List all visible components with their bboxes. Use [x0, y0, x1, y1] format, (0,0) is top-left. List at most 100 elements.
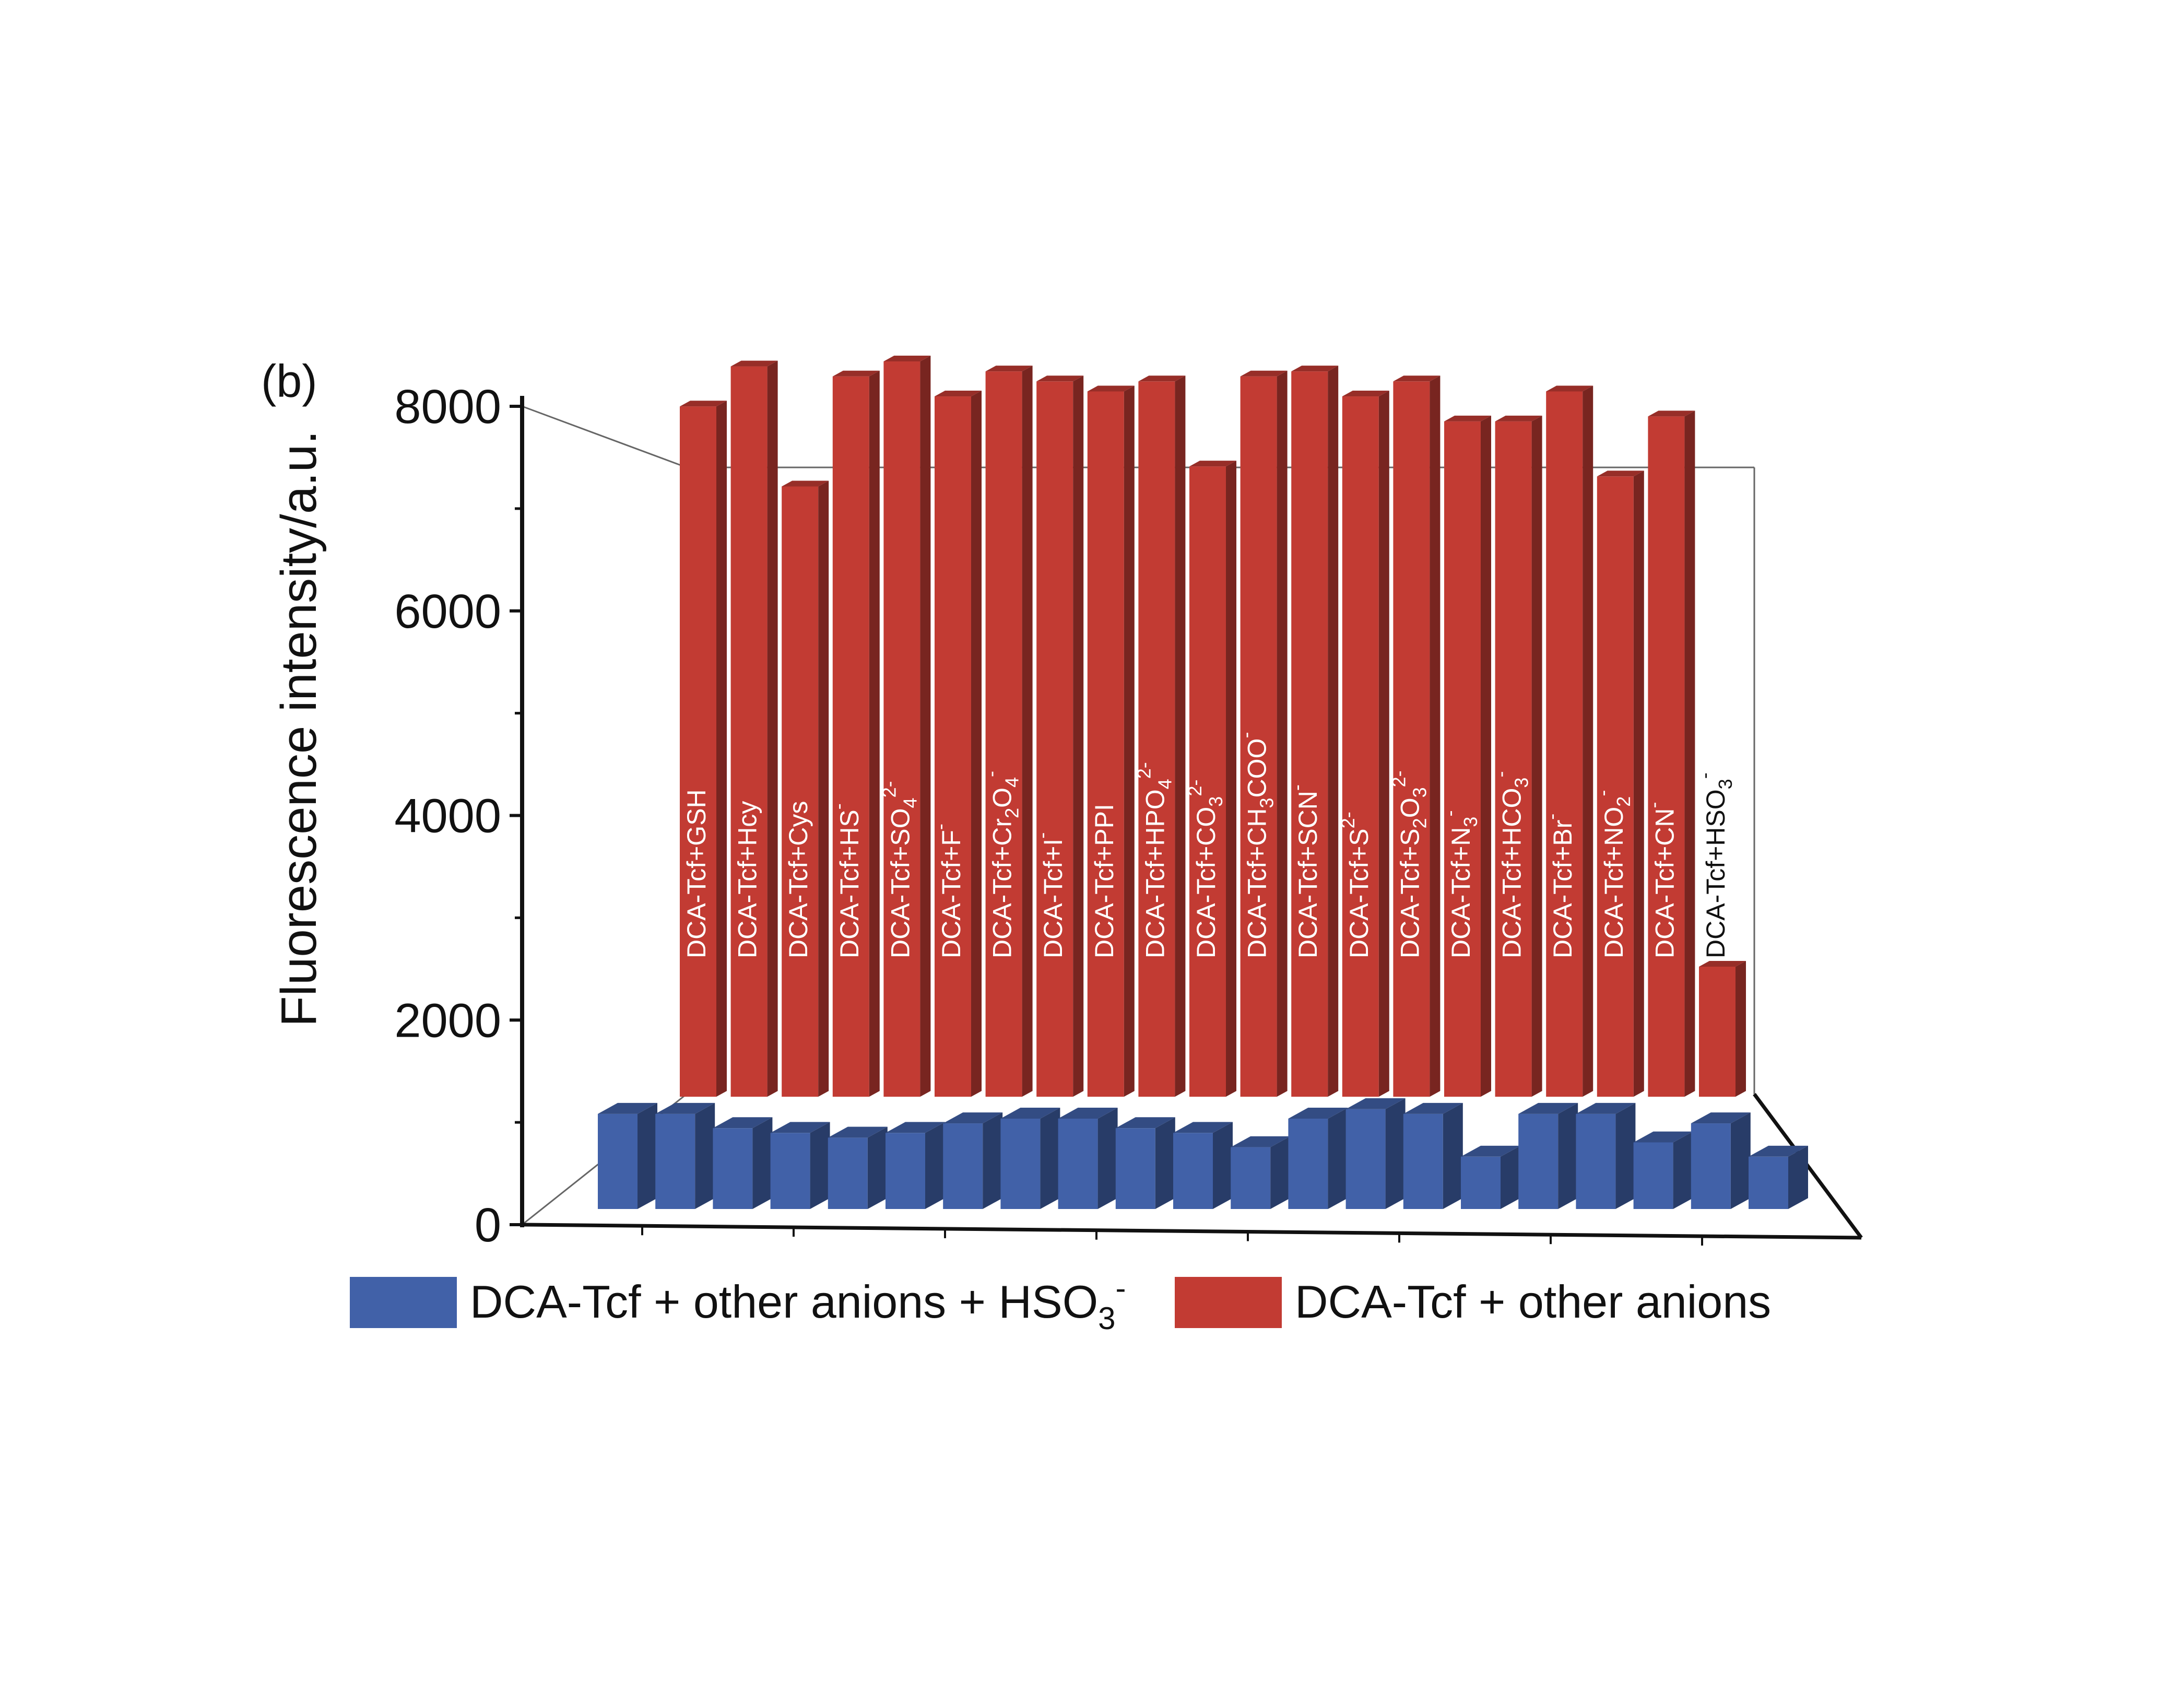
red-bar-10-side [1226, 461, 1236, 1097]
red-bar-17-side [1583, 385, 1593, 1097]
red-bar-16 [1495, 415, 1542, 1097]
category-label: DCA-Tcf+HS- [828, 803, 864, 958]
red-bar-1-front [730, 366, 768, 1097]
category-label: DCA-Tcf+Cr2O4- [981, 771, 1023, 958]
red-bar-12-side [1328, 366, 1339, 1097]
blue-bar-12-front [1288, 1118, 1328, 1209]
blue-bar-4-front [828, 1137, 868, 1209]
red-bar-15-front [1444, 421, 1481, 1097]
blue-bar-15-front [1461, 1156, 1501, 1209]
red-bar-9 [1138, 375, 1186, 1097]
red-bar-16-front [1495, 421, 1532, 1097]
blue-bar-14-front [1403, 1113, 1443, 1209]
red-bar-4-top [883, 355, 931, 361]
red-bar-10 [1189, 461, 1236, 1097]
category-label: DCA-Tcf+N3- [1439, 811, 1481, 958]
blue-bar-19-top [1691, 1112, 1751, 1124]
red-bar-13-front [1342, 396, 1379, 1097]
legend: DCA-Tcf + other anions + HSO3- DCA-Tcf + … [350, 1271, 1771, 1336]
blue-bar-10 [1173, 1122, 1233, 1209]
red-bar-20-front [1699, 966, 1736, 1097]
red-bar-0-front [680, 406, 716, 1097]
category-label: DCA-Tcf+PPI [1090, 804, 1119, 958]
blue-bar-13-front [1345, 1109, 1386, 1209]
blue-bar-11-front [1231, 1147, 1271, 1209]
blue-bar-16-front [1518, 1113, 1559, 1209]
red-bar-1 [730, 360, 778, 1097]
category-label: DCA-Tcf+GSH [682, 789, 711, 958]
blue-bar-0-side [638, 1102, 657, 1209]
blue-bar-4-top [828, 1126, 888, 1138]
blue-bar-20 [1749, 1145, 1808, 1209]
blue-bar-1-front [655, 1113, 695, 1209]
category-label: DCA-Tcf+S2O32- [1388, 770, 1430, 958]
blue-bar-8-side [1097, 1108, 1118, 1209]
red-bar-17-top [1546, 385, 1593, 392]
blue-bar-16-top [1518, 1102, 1578, 1114]
y-tick-label: 8000 [394, 380, 501, 433]
category-label: DCA-Tcf+HCO3- [1490, 771, 1532, 958]
red-bar-12 [1291, 366, 1339, 1097]
red-bar-8 [1087, 385, 1135, 1097]
red-bar-18 [1597, 471, 1644, 1097]
y-tick-label: 2000 [394, 994, 501, 1047]
blue-bar-9-top [1115, 1117, 1175, 1129]
blue-bar-2-side [752, 1117, 773, 1209]
red-bar-15-top [1444, 415, 1491, 421]
blue-bar-1 [655, 1102, 715, 1209]
series-red-bars [680, 355, 1746, 1097]
red-bar-9-front [1138, 381, 1175, 1097]
category-label: DCA-Tcf+Br- [1541, 814, 1577, 958]
series-blue-bars [598, 1098, 1808, 1209]
red-bar-5 [935, 391, 982, 1097]
y-tick-label: 6000 [394, 585, 501, 638]
red-bar-18-side [1633, 471, 1644, 1097]
red-bar-7-side [1073, 375, 1084, 1097]
blue-bar-10-front [1173, 1133, 1213, 1209]
blue-bar-12-side [1328, 1108, 1348, 1209]
category-labels: DCA-Tcf+GSH DCA-Tcf+Hcy DCA-Tcf+Cys DCA-Tcf… [682, 732, 1736, 958]
red-bar-13-side [1378, 391, 1389, 1097]
blue-bar-17-top [1576, 1102, 1636, 1114]
red-bar-8-side [1124, 385, 1135, 1097]
blue-bar-6 [943, 1112, 1003, 1209]
blue-bar-6-front [943, 1123, 983, 1209]
category-label: DCA-Tcf+I- [1031, 832, 1068, 958]
red-bar-7-front [1036, 381, 1073, 1097]
y-tick-label: 0 [475, 1199, 501, 1252]
red-bar-12-top [1291, 366, 1339, 372]
blue-bar-2-top [713, 1117, 773, 1129]
back-wall-top-left-edge [522, 405, 687, 468]
red-bar-6-top [985, 366, 1033, 372]
blue-bar-14-side [1443, 1102, 1463, 1209]
blue-bar-18-side [1673, 1131, 1693, 1209]
red-bar-18-top [1597, 471, 1644, 477]
blue-bar-0 [598, 1102, 657, 1209]
blue-bar-10-top [1173, 1122, 1233, 1133]
red-bar-20-side [1736, 960, 1746, 1097]
red-bar-19 [1648, 410, 1695, 1097]
legend-label-blue: DCA-Tcf + other anions + HSO3- [470, 1271, 1126, 1336]
red-bar-11-side [1277, 370, 1288, 1097]
red-bar-3 [832, 370, 880, 1097]
blue-bar-11-side [1270, 1136, 1291, 1209]
blue-bar-17-side [1615, 1102, 1636, 1209]
blue-bar-15-top [1461, 1145, 1520, 1157]
blue-bar-2 [713, 1117, 773, 1209]
blue-bar-14 [1403, 1102, 1463, 1209]
red-bar-5-front [935, 396, 971, 1097]
blue-bar-2-front [713, 1128, 753, 1209]
blue-bar-7-front [1000, 1118, 1041, 1209]
blue-bar-18-front [1633, 1142, 1673, 1209]
legend-swatch-red [1175, 1277, 1282, 1328]
blue-bar-19-front [1691, 1123, 1731, 1209]
blue-bar-1-side [695, 1102, 715, 1209]
red-bar-8-top [1087, 385, 1135, 392]
category-label: DCA-Tcf+SCN- [1286, 784, 1323, 958]
red-bar-3-side [869, 370, 880, 1097]
legend-label-red: DCA-Tcf + other anions [1295, 1276, 1771, 1328]
category-label: DCA-Tcf+HSO3- [1694, 772, 1736, 958]
y-tick-label: 4000 [394, 790, 501, 843]
red-bar-14-side [1430, 375, 1441, 1097]
blue-bar-7-side [1040, 1108, 1060, 1209]
